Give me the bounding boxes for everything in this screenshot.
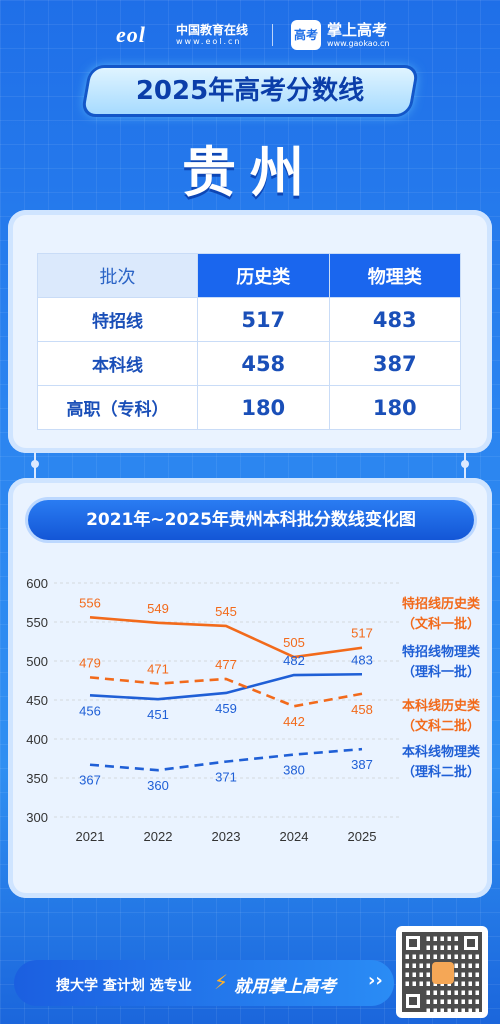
data-label: 517 — [351, 626, 373, 641]
eol-name: 中国教育在线 — [176, 23, 249, 37]
data-label: 556 — [79, 595, 101, 610]
qr-finder — [402, 990, 424, 1012]
qr-code[interactable] — [396, 926, 488, 1018]
x-tick-label: 2023 — [212, 829, 241, 844]
connector-dot-left — [31, 460, 39, 468]
data-label: 471 — [147, 662, 169, 677]
table-header-row: 批次 历史类 物理类 — [37, 253, 461, 298]
y-tick-label: 300 — [26, 810, 48, 825]
data-label: 482 — [283, 653, 305, 668]
header-physics: 物理类 — [328, 253, 461, 298]
series-line — [89, 672, 363, 701]
gaokao-url: www.gaokao.cn — [327, 39, 390, 48]
series-line — [89, 747, 363, 772]
history-cell: 458 — [197, 341, 330, 386]
series-line — [89, 616, 363, 659]
footer-cta[interactable]: 就用掌上高考 — [234, 977, 336, 997]
header-batch: 批次 — [37, 253, 198, 298]
data-label: 477 — [215, 657, 237, 672]
history-cell: 517 — [197, 297, 330, 342]
y-tick-label: 500 — [26, 654, 48, 669]
data-label: 451 — [147, 707, 169, 722]
data-label: 479 — [79, 655, 101, 670]
data-label: 371 — [215, 770, 237, 785]
data-label: 380 — [283, 763, 305, 778]
qr-finder — [460, 932, 482, 954]
qr-logo-icon — [432, 962, 454, 984]
data-label: 459 — [215, 701, 237, 716]
score-table: 批次 历史类 物理类 特招线 517 483 本科线 458 387 高职（专科… — [37, 253, 461, 430]
batch-cell: 特招线 — [37, 297, 198, 342]
y-tick-label: 400 — [26, 732, 48, 747]
chart-title: 2021年~2025年贵州本科批分数线变化图 — [86, 510, 416, 530]
x-tick-label: 2024 — [280, 829, 309, 844]
footer-links[interactable]: 搜大学 查计划 选专业 — [56, 978, 192, 994]
table-row: 高职（专科） 180 180 — [37, 385, 461, 430]
arrow-right-icon: ›› — [368, 970, 383, 991]
batch-cell: 本科线 — [37, 341, 198, 386]
batch-cell: 高职（专科） — [37, 385, 198, 430]
eol-logo[interactable]: eol — [116, 22, 146, 47]
data-label: 505 — [283, 635, 305, 650]
x-tick-label: 2025 — [348, 829, 377, 844]
legend-label: （文科一批） — [402, 616, 480, 632]
chart-panel — [8, 478, 492, 898]
line-chart: 300 350 400 450 500 550 600 2021 2022 2023 2024 202… — [26, 576, 481, 844]
data-label: 458 — [351, 702, 373, 717]
table-row: 特招线 517 483 — [37, 297, 461, 342]
series-line — [89, 676, 363, 708]
data-label: 442 — [283, 714, 305, 729]
page-title: 2025年高考分数线 — [135, 76, 365, 106]
qr-finder — [402, 932, 424, 954]
chart-title-banner — [28, 500, 474, 540]
data-label: 360 — [147, 778, 169, 793]
gaokao-name: 掌上高考 — [327, 21, 388, 39]
province-name: 贵州 — [182, 141, 318, 204]
y-tick-label: 350 — [26, 771, 48, 786]
qr-pattern — [402, 932, 482, 1012]
physics-cell: 483 — [328, 297, 461, 342]
connector-dot-right — [461, 460, 469, 468]
y-tick-label: 600 — [26, 576, 48, 591]
physics-cell: 387 — [328, 341, 461, 386]
legend-label: 特招线历史类 — [402, 596, 481, 612]
legend-label: （理科一批） — [402, 664, 480, 680]
legend-label: 特招线物理类 — [402, 644, 481, 660]
legend-label: 本科线历史类 — [402, 698, 481, 714]
eol-url: www.eol.cn — [176, 37, 242, 46]
lightning-icon: ⚡ — [214, 970, 229, 994]
table-row: 本科线 458 387 — [37, 341, 461, 386]
data-label: 456 — [79, 703, 101, 718]
data-label: 483 — [351, 652, 373, 667]
data-label: 367 — [79, 773, 101, 788]
legend-label: （理科二批） — [402, 764, 480, 780]
y-tick-label: 550 — [26, 615, 48, 630]
x-tick-label: 2022 — [144, 829, 173, 844]
history-cell: 180 — [197, 385, 330, 430]
legend-label: 本科线物理类 — [402, 744, 481, 760]
logo-divider — [272, 24, 273, 46]
x-tick-label: 2021 — [76, 829, 105, 844]
header-logos: eol 中国教育在线 www.eol.cn 高考 掌上高考 www.gaokao… — [0, 18, 500, 52]
y-tick-label: 450 — [26, 693, 48, 708]
data-label: 549 — [147, 601, 169, 616]
data-label: 545 — [215, 604, 237, 619]
physics-cell: 180 — [328, 385, 461, 430]
data-label: 387 — [351, 757, 373, 772]
header-history: 历史类 — [197, 253, 330, 298]
legend-label: （文科二批） — [402, 718, 480, 734]
gaokao-logo-icon[interactable]: 高考 — [291, 20, 321, 50]
footer-bar[interactable] — [14, 960, 394, 1006]
